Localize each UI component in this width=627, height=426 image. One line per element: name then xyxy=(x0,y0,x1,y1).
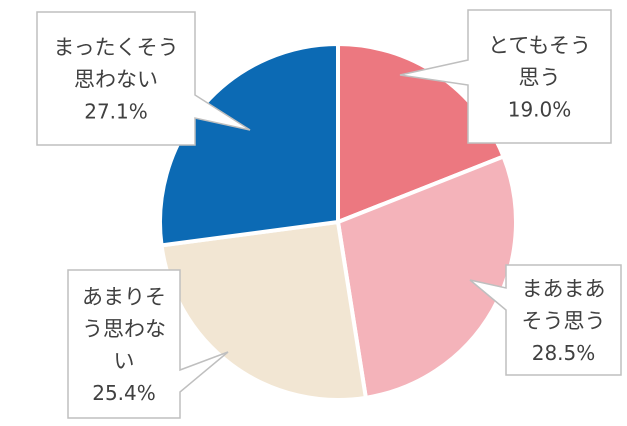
slice-label-line: まあまあ xyxy=(522,277,606,301)
pie-slice-2 xyxy=(336,154,518,400)
pie-slices xyxy=(158,42,518,402)
slice-label-line: そう思う xyxy=(522,309,606,333)
slice-label-line: い xyxy=(114,349,135,373)
slice-percent-label: 27.1% xyxy=(84,100,148,124)
callout-box xyxy=(399,9,612,144)
slice-label-line: とてもそう xyxy=(488,34,591,58)
slice-label-line: あまりそ xyxy=(82,285,166,309)
callout-box xyxy=(469,264,622,376)
callout-box xyxy=(36,11,251,146)
slice-label-line: まったくそう xyxy=(53,36,178,60)
slice-percent-label: 19.0% xyxy=(508,98,572,122)
slice-label-line: 思う xyxy=(519,66,561,90)
slice-percent-label: 25.4% xyxy=(92,381,156,405)
slice-label-line: 思わない xyxy=(74,68,158,92)
slice-label-line: う思わな xyxy=(82,317,166,341)
callout-box xyxy=(67,269,229,419)
slice-percent-label: 28.5% xyxy=(532,341,596,365)
